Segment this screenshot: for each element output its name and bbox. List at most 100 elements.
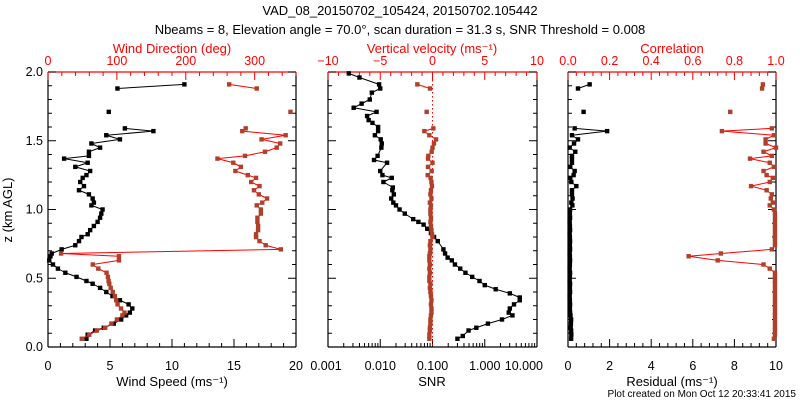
wind-direction-point (263, 243, 268, 248)
top-tick-label: 1.0 (767, 54, 784, 68)
wind-direction-point (116, 258, 122, 263)
wind-direction-segment (261, 134, 286, 140)
wind-direction-point (251, 188, 257, 193)
wind-speed-point (87, 168, 93, 174)
vertical-velocity-point (433, 137, 439, 142)
bottom-tick-label: 4 (648, 359, 655, 373)
snr-point (388, 196, 394, 201)
correlation-point (772, 306, 778, 311)
residual-point (568, 325, 573, 330)
wind-direction-point (114, 298, 119, 303)
wind-direction-segment (92, 259, 120, 265)
vertical-velocity-point (427, 266, 432, 271)
correlation-point (764, 172, 769, 178)
snr-point (477, 278, 482, 284)
correlation-point (768, 196, 773, 201)
residual-point (567, 302, 573, 307)
vertical-velocity-point (429, 232, 435, 237)
wind-speed-point (86, 149, 92, 154)
wind-speed-point (86, 153, 92, 159)
wind-speed-point (104, 289, 109, 295)
wind-speed-point (73, 243, 78, 248)
residual-point (569, 153, 575, 159)
residual-point (569, 192, 575, 197)
residual-point (567, 247, 573, 252)
wind-direction-segment (242, 130, 286, 136)
correlation-point (767, 203, 772, 208)
correlation-point (772, 232, 778, 237)
bottom-tick-label: 6 (689, 359, 696, 373)
wind-direction-point (114, 317, 120, 322)
vertical-velocity-point (427, 254, 432, 259)
correlation-point (772, 238, 778, 244)
top-tick-label: 0.4 (643, 54, 660, 68)
residual-point (567, 270, 573, 275)
vertical-velocity-point (427, 332, 432, 337)
wind-direction-point (104, 270, 109, 275)
wind-speed-point (61, 156, 67, 161)
correlation-point (771, 336, 777, 341)
wind-direction-point (90, 262, 95, 267)
bottom-tick-label: 0.010 (365, 359, 396, 373)
residual-point (568, 313, 573, 318)
wind-speed-point (104, 133, 109, 138)
top-tick-label: 0 (429, 54, 436, 68)
wind-speed-point (84, 336, 89, 341)
wind-speed-point (110, 293, 115, 299)
top-tick-label: 100 (106, 54, 127, 68)
snr-point (458, 266, 463, 271)
vertical-velocity-point (429, 149, 434, 154)
correlation-segment (717, 259, 764, 265)
vertical-velocity-point (427, 274, 432, 280)
correlation-point (772, 289, 778, 295)
snr-point (445, 255, 450, 260)
correlation-point (772, 234, 778, 240)
bottom-tick-label: 10 (769, 359, 783, 373)
residual-point (568, 175, 573, 181)
wind-direction-point (274, 145, 279, 150)
wind-direction-point (277, 141, 283, 146)
bottom-tick-label: 8 (731, 359, 738, 373)
snr-point (441, 247, 446, 252)
residual-point (567, 298, 573, 303)
wind-speed-point (80, 175, 85, 181)
vertical-velocity-point (430, 145, 435, 150)
snr-segment (359, 77, 380, 85)
wind-speed-point (106, 109, 111, 115)
wind-direction-point (108, 285, 113, 291)
snr-point (493, 287, 498, 292)
vertical-velocity-point (426, 153, 431, 159)
vertical-velocity-point (428, 313, 434, 318)
wind-direction-point (259, 137, 264, 142)
correlation-point (772, 227, 778, 233)
wind-speed-segment (106, 134, 121, 140)
correlation-point (719, 128, 725, 134)
correlation-point (772, 328, 778, 333)
wind-speed-segment (75, 166, 91, 172)
correlation-point (769, 126, 775, 131)
correlation-point (686, 254, 691, 259)
snr-point (391, 192, 397, 197)
top-tick-label: −5 (373, 54, 387, 68)
residual-point (569, 332, 574, 337)
correlation-segment (688, 255, 718, 261)
wind-speed-point (47, 258, 52, 263)
correlation-point (770, 200, 776, 205)
wind-direction-point (231, 160, 236, 165)
correlation-point (761, 262, 766, 267)
vertical-velocity-point (428, 219, 433, 225)
vertical-velocity-point (428, 207, 433, 212)
top-tick-label: 0.8 (726, 54, 743, 68)
wind-speed-point (73, 164, 78, 170)
residual-segment (571, 130, 608, 136)
correlation-point (767, 160, 772, 165)
correlation-point (764, 188, 769, 193)
wind-speed-point (182, 82, 187, 87)
bottom-tick-label: 1.000 (469, 359, 500, 373)
vertical-velocity-point (427, 336, 432, 341)
wind-speed-point (90, 281, 95, 286)
snr-point (452, 262, 458, 267)
correlation-point (772, 321, 778, 326)
wind-speed-point (87, 227, 93, 233)
